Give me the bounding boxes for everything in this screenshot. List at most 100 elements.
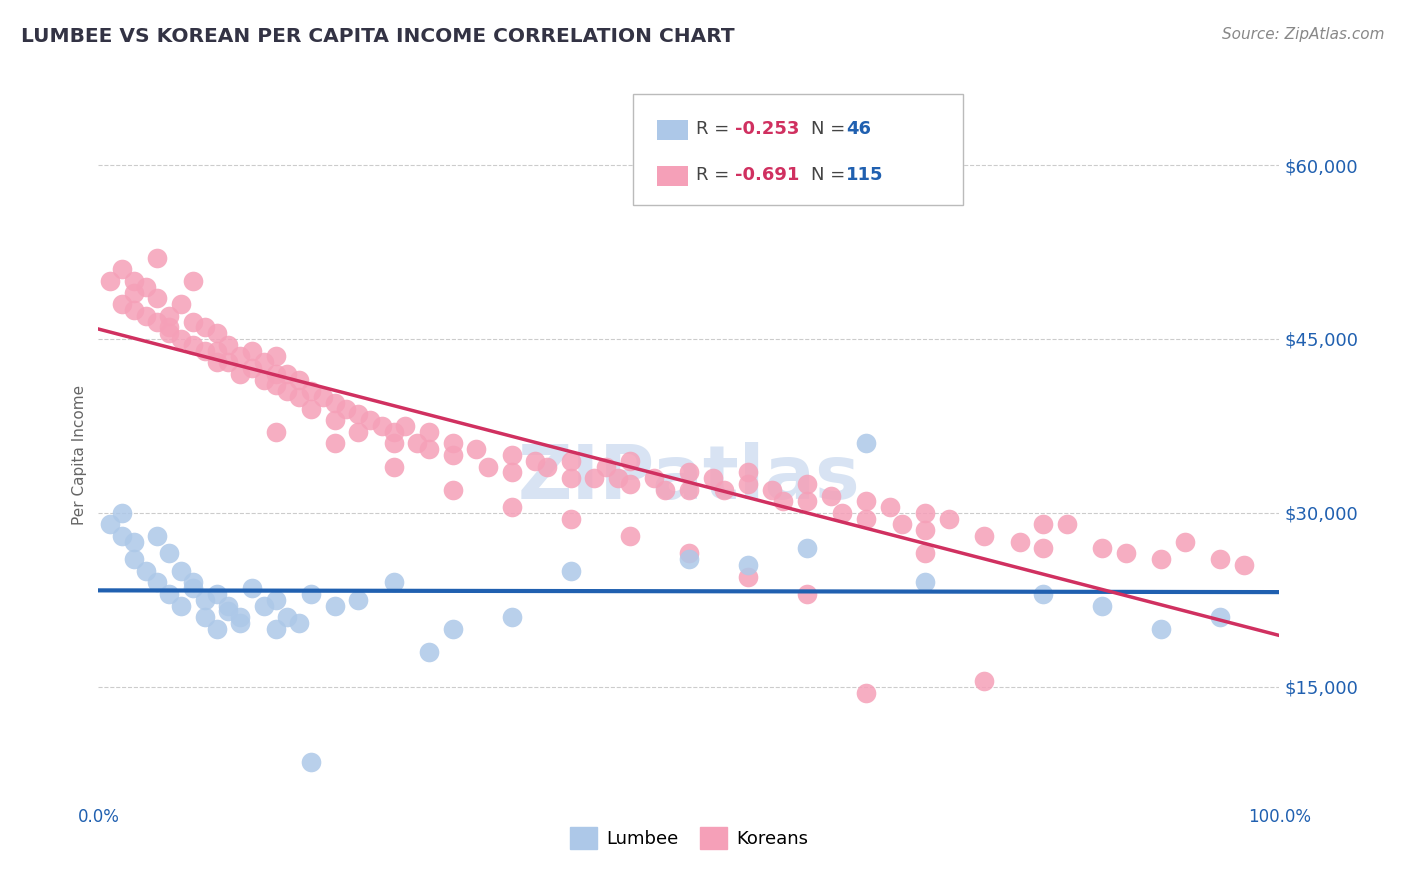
Point <box>135 564 157 578</box>
Text: N =: N = <box>811 166 851 184</box>
Point <box>217 338 239 352</box>
Point <box>347 407 370 421</box>
Point <box>382 459 405 474</box>
Point <box>240 343 263 358</box>
Point <box>205 326 228 341</box>
Point <box>702 471 724 485</box>
Point <box>335 401 357 416</box>
Point <box>678 483 700 497</box>
Point <box>323 395 346 409</box>
Point <box>737 570 759 584</box>
Point <box>264 622 287 636</box>
Point <box>595 459 617 474</box>
Point <box>146 251 169 265</box>
Point <box>1008 534 1031 549</box>
Point <box>855 436 877 450</box>
Point <box>264 378 287 392</box>
Point <box>382 436 405 450</box>
Point <box>1174 534 1197 549</box>
Text: -0.253: -0.253 <box>735 120 800 138</box>
Point <box>229 367 252 381</box>
Point <box>253 599 276 613</box>
Point <box>217 355 239 369</box>
Point <box>619 476 641 491</box>
Point <box>678 466 700 480</box>
Point <box>831 506 853 520</box>
Point <box>1032 587 1054 601</box>
Point <box>157 309 180 323</box>
Point <box>855 511 877 525</box>
Point <box>111 297 134 311</box>
Point <box>299 401 322 416</box>
Point <box>122 534 145 549</box>
Point <box>914 506 936 520</box>
Point <box>288 615 311 630</box>
Point <box>98 274 121 288</box>
Point <box>678 546 700 561</box>
Point <box>1209 610 1232 624</box>
Point <box>477 459 499 474</box>
Point <box>157 326 180 341</box>
Point <box>713 483 735 497</box>
Point <box>157 320 180 334</box>
Point <box>146 291 169 305</box>
Point <box>276 367 298 381</box>
Point <box>1091 599 1114 613</box>
Point <box>382 575 405 590</box>
Point <box>98 517 121 532</box>
Point <box>1032 541 1054 555</box>
Point <box>194 610 217 624</box>
Point <box>205 355 228 369</box>
Point <box>288 390 311 404</box>
Point <box>205 587 228 601</box>
Point <box>229 349 252 364</box>
Point <box>796 587 818 601</box>
Point <box>406 436 429 450</box>
Text: Source: ZipAtlas.com: Source: ZipAtlas.com <box>1222 27 1385 42</box>
Legend: Lumbee, Koreans: Lumbee, Koreans <box>562 820 815 856</box>
Point <box>135 309 157 323</box>
Point <box>796 476 818 491</box>
Point <box>1150 552 1173 566</box>
Point <box>264 349 287 364</box>
Point <box>170 332 193 346</box>
Point <box>796 494 818 508</box>
Point <box>312 390 335 404</box>
Point <box>441 622 464 636</box>
Point <box>111 529 134 543</box>
Point <box>501 500 523 514</box>
Point <box>264 367 287 381</box>
Point <box>643 471 665 485</box>
Point <box>524 453 547 467</box>
Text: R =: R = <box>696 166 735 184</box>
Point <box>264 592 287 607</box>
Point <box>890 517 912 532</box>
Point <box>288 373 311 387</box>
Point <box>418 442 440 456</box>
Point <box>820 489 842 503</box>
Point <box>111 506 134 520</box>
Point <box>465 442 488 456</box>
Point <box>418 425 440 439</box>
Point <box>914 546 936 561</box>
Point <box>796 541 818 555</box>
Point <box>217 599 239 613</box>
Point <box>1233 558 1256 573</box>
Point <box>146 529 169 543</box>
Point <box>678 552 700 566</box>
Point <box>194 592 217 607</box>
Point <box>323 599 346 613</box>
Point <box>347 592 370 607</box>
Point <box>879 500 901 514</box>
Text: R =: R = <box>696 120 735 138</box>
Point <box>501 466 523 480</box>
Point <box>441 483 464 497</box>
Point <box>973 674 995 689</box>
Point <box>146 315 169 329</box>
Point <box>347 425 370 439</box>
Point <box>371 418 394 433</box>
Point <box>914 523 936 537</box>
Point <box>394 418 416 433</box>
Y-axis label: Per Capita Income: Per Capita Income <box>72 384 87 525</box>
Point <box>194 320 217 334</box>
